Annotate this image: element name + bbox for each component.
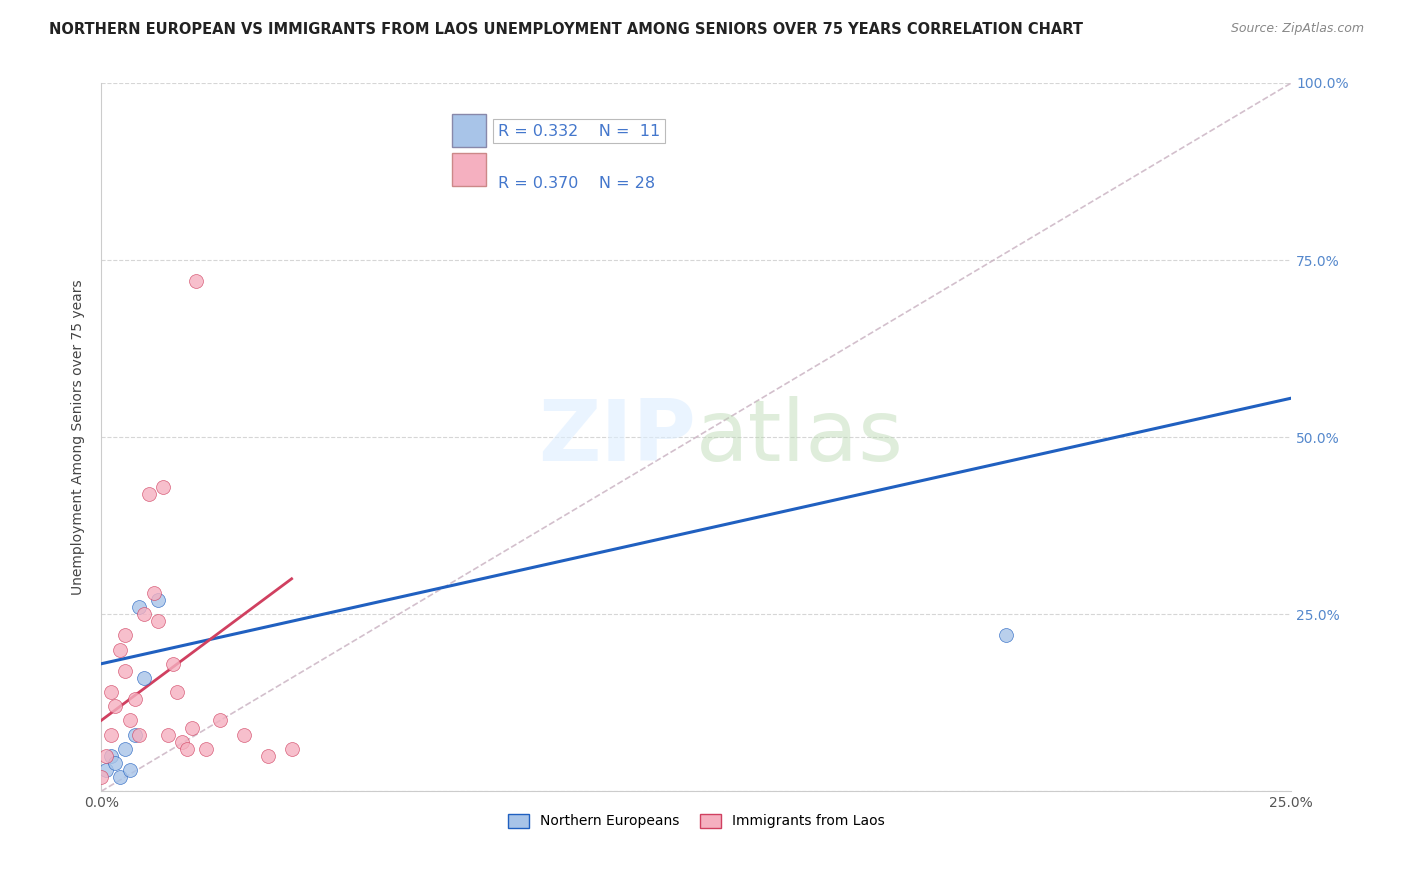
Text: ZIP: ZIP: [538, 396, 696, 479]
Point: [114, 741, 136, 756]
Y-axis label: Unemployment Among Seniors over 75 years: Unemployment Among Seniors over 75 years: [72, 279, 86, 595]
Point: [148, 593, 170, 607]
Point: [118, 763, 141, 777]
Point: [100, 748, 122, 763]
Point: [256, 748, 278, 763]
Text: R = 0.332    N =  11: R = 0.332 N = 11: [498, 124, 659, 138]
Point: [90, 770, 112, 784]
Point: [172, 734, 194, 748]
Point: [118, 714, 141, 728]
Point: [124, 728, 146, 742]
Point: [100, 728, 122, 742]
Point: [148, 614, 170, 628]
Point: [209, 714, 232, 728]
Point: [162, 657, 184, 671]
Point: [186, 274, 208, 288]
Text: R = 0.370    N = 28: R = 0.370 N = 28: [498, 177, 655, 191]
Point: [180, 721, 202, 735]
Point: [104, 699, 127, 714]
Point: [114, 664, 136, 678]
Point: [110, 770, 132, 784]
Point: [110, 642, 132, 657]
Point: [166, 685, 188, 699]
Point: [152, 480, 174, 494]
Point: [128, 600, 150, 615]
Point: [994, 628, 1017, 642]
Point: [156, 728, 179, 742]
Text: Source: ZipAtlas.com: Source: ZipAtlas.com: [1230, 22, 1364, 36]
Point: [138, 487, 160, 501]
FancyBboxPatch shape: [453, 113, 485, 146]
Point: [94, 763, 117, 777]
Point: [128, 728, 150, 742]
Point: [176, 741, 198, 756]
Point: [132, 607, 155, 622]
Point: [233, 728, 256, 742]
Point: [104, 756, 127, 770]
Text: atlas: atlas: [696, 396, 904, 479]
Point: [94, 748, 117, 763]
Point: [132, 671, 155, 685]
Legend: Northern Europeans, Immigrants from Laos: Northern Europeans, Immigrants from Laos: [502, 808, 890, 834]
Point: [100, 685, 122, 699]
Text: NORTHERN EUROPEAN VS IMMIGRANTS FROM LAOS UNEMPLOYMENT AMONG SENIORS OVER 75 YEA: NORTHERN EUROPEAN VS IMMIGRANTS FROM LAO…: [49, 22, 1083, 37]
FancyBboxPatch shape: [453, 153, 485, 186]
Point: [194, 741, 217, 756]
Point: [124, 692, 146, 706]
Point: [280, 741, 302, 756]
Point: [142, 586, 165, 600]
Point: [114, 628, 136, 642]
